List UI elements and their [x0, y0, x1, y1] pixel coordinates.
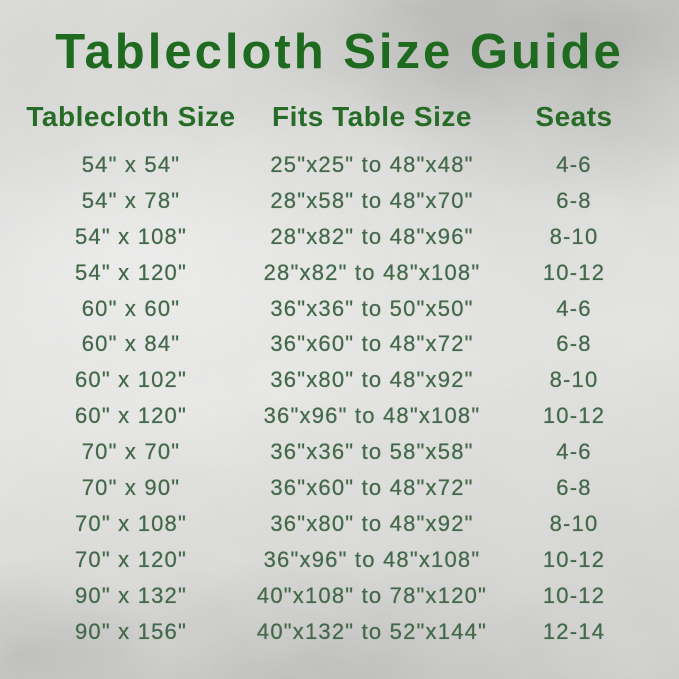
tablecloth-size-cell: 60" x 84"	[81, 331, 181, 357]
table-row: 54" x 120" 28"x82" to 48"x108" 10-12	[0, 255, 679, 291]
column-header-fits-table-size: Fits Table Size	[272, 101, 472, 132]
fits-table-size-cell: 36"x80" to 48"x92"	[270, 510, 474, 536]
fits-table-size-cell: 28"x58" to 48"x70"	[270, 187, 474, 213]
tablecloth-size-cell: 90" x 132"	[74, 582, 188, 608]
fits-table-size-cell: 36"x60" to 48"x72"	[270, 474, 474, 500]
seats-cell: 4-6	[556, 151, 592, 177]
table-row: 60" x 84" 36"x60" to 48"x72" 6-8	[0, 326, 679, 362]
column-header-tablecloth-size: Tablecloth Size	[26, 101, 236, 132]
seats-cell: 6-8	[556, 474, 592, 500]
seats-cell: 6-8	[556, 187, 592, 213]
tablecloth-size-cell: 70" x 120"	[74, 546, 188, 572]
tablecloth-size-cell: 60" x 102"	[74, 367, 188, 393]
column-header-seats: Seats	[535, 101, 613, 132]
fits-table-size-cell: 25"x25" to 48"x48"	[270, 151, 474, 177]
seats-cell: 10-12	[542, 259, 606, 285]
seats-cell: 4-6	[556, 295, 592, 321]
seats-cell: 8-10	[549, 510, 599, 536]
table-row: 90" x 132" 40"x108" to 78"x120" 10-12	[0, 578, 679, 614]
seats-cell: 12-14	[542, 618, 606, 644]
table-row: 70" x 108" 36"x80" to 48"x92" 8-10	[0, 506, 679, 542]
fits-table-size-cell: 40"x108" to 78"x120"	[256, 582, 488, 608]
table-row: 70" x 120" 36"x96" to 48"x108" 10-12	[0, 542, 679, 578]
seats-cell: 10-12	[542, 546, 606, 572]
table-row: 70" x 90" 36"x60" to 48"x72" 6-8	[0, 470, 679, 506]
fits-table-size-cell: 36"x60" to 48"x72"	[270, 331, 474, 357]
fits-table-size-cell: 36"x96" to 48"x108"	[263, 403, 481, 429]
fits-table-size-cell: 36"x36" to 58"x58"	[270, 439, 474, 465]
table-row: 60" x 102" 36"x80" to 48"x92" 8-10	[0, 362, 679, 398]
table-row: 90" x 156" 40"x132" to 52"x144" 12-14	[0, 614, 679, 650]
page-title: Tablecloth Size Guide	[55, 25, 624, 79]
tablecloth-size-cell: 60" x 120"	[74, 403, 188, 429]
tablecloth-size-cell: 54" x 108"	[74, 223, 188, 249]
tablecloth-size-cell: 90" x 156"	[74, 618, 188, 644]
table-row: 60" x 60" 36"x36" to 50"x50" 4-6	[0, 291, 679, 327]
seats-cell: 4-6	[556, 439, 592, 465]
fits-table-size-cell: 36"x36" to 50"x50"	[270, 295, 474, 321]
fits-table-size-cell: 28"x82" to 48"x96"	[270, 223, 474, 249]
fits-table-size-cell: 28"x82" to 48"x108"	[263, 259, 481, 285]
table-row: 54" x 78" 28"x58" to 48"x70" 6-8	[0, 183, 679, 219]
tablecloth-size-cell: 54" x 120"	[74, 259, 188, 285]
tablecloth-size-cell: 70" x 70"	[81, 439, 181, 465]
seats-cell: 10-12	[542, 403, 606, 429]
table-header-row: Tablecloth Size Fits Table Size Seats	[0, 99, 679, 135]
table-row: 54" x 54" 25"x25" to 48"x48" 4-6	[0, 147, 679, 183]
seats-cell: 10-12	[542, 582, 606, 608]
fits-table-size-cell: 36"x80" to 48"x92"	[270, 367, 474, 393]
seats-cell: 8-10	[549, 223, 599, 249]
table-row: 60" x 120" 36"x96" to 48"x108" 10-12	[0, 398, 679, 434]
seats-cell: 8-10	[549, 367, 599, 393]
fits-table-size-cell: 40"x132" to 52"x144"	[256, 618, 488, 644]
tablecloth-size-cell: 70" x 108"	[74, 510, 188, 536]
tablecloth-size-cell: 54" x 78"	[81, 187, 181, 213]
tablecloth-size-cell: 70" x 90"	[81, 474, 181, 500]
fits-table-size-cell: 36"x96" to 48"x108"	[263, 546, 481, 572]
table-row: 70" x 70" 36"x36" to 58"x58" 4-6	[0, 434, 679, 470]
tablecloth-size-cell: 54" x 54"	[81, 151, 181, 177]
table-row: 54" x 108" 28"x82" to 48"x96" 8-10	[0, 219, 679, 255]
seats-cell: 6-8	[556, 331, 592, 357]
tablecloth-size-cell: 60" x 60"	[81, 295, 181, 321]
size-table-body: 54" x 54" 25"x25" to 48"x48" 4-6 54" x 7…	[0, 147, 679, 649]
